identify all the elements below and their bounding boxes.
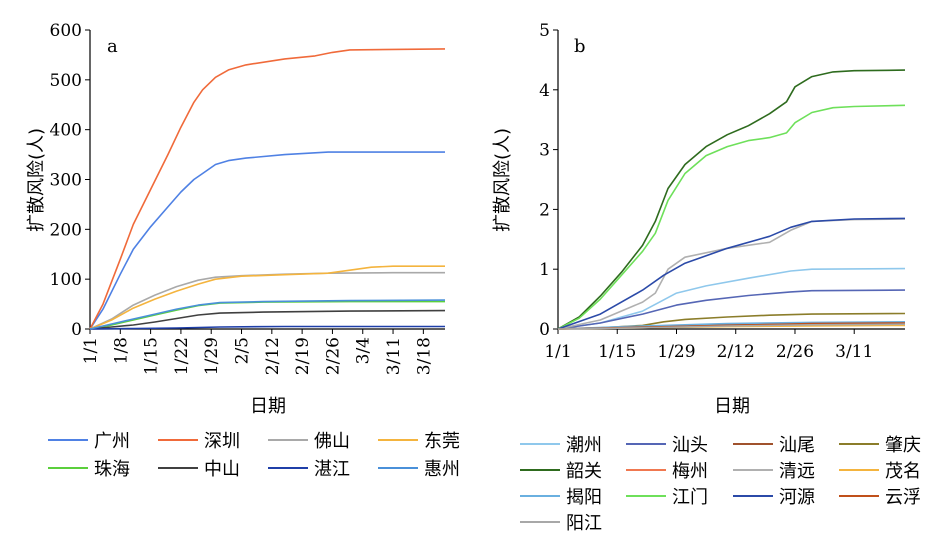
x-tick-label: 3/4 <box>354 337 374 364</box>
y-tick-label: 2 <box>539 200 550 220</box>
x-tick-label: 1/22 <box>172 337 192 375</box>
series-line-清远 <box>557 218 906 330</box>
y-tick-label: 600 <box>50 21 82 41</box>
series-line-中山 <box>89 309 446 330</box>
series-line-江门 <box>557 104 906 330</box>
legend-label: 清远 <box>779 461 815 482</box>
y-tick-label: 100 <box>50 270 82 290</box>
x-tick-label: 3/11 <box>835 342 873 362</box>
legend-label: 深圳 <box>204 431 240 452</box>
panel-a-chart: 0 100 200 300 400 500 600 1/1 1/8 1/15 1/22 1/29 2/5… <box>26 21 460 480</box>
x-tick-label: 1/29 <box>657 342 695 362</box>
series-line-韶关 <box>557 69 906 330</box>
x-tick-label: 2/26 <box>323 337 343 375</box>
series-line-湛江 <box>89 325 445 330</box>
legend-label: 汕头 <box>672 435 708 456</box>
panel-label: b <box>574 36 586 57</box>
x-tick-label: 2/19 <box>293 337 313 375</box>
x-tick-label: 2/12 <box>717 342 755 362</box>
legend-label: 阳江 <box>566 513 602 534</box>
y-tick-label: 1 <box>539 260 550 280</box>
y-axis-label: 扩散风险(人) <box>492 128 513 232</box>
legend-label: 广州 <box>94 431 130 452</box>
series-line-阳江 <box>557 323 906 330</box>
legend-label: 汕尾 <box>779 435 815 456</box>
series-line-汕头 <box>557 289 906 330</box>
y-tick-label: 5 <box>539 21 550 41</box>
legend-label: 珠海 <box>94 459 130 480</box>
y-tick-label: 0 <box>71 320 82 340</box>
x-tick-label: 1/1 <box>81 337 101 364</box>
y-tick-label: 3 <box>539 141 550 161</box>
y-axis-label: 扩散风险(人) <box>26 128 47 232</box>
series-line-东莞 <box>89 265 445 330</box>
x-axis-label: 日期 <box>714 396 750 417</box>
y-tick-label: 4 <box>539 81 550 101</box>
x-tick-label: 2/5 <box>233 337 253 364</box>
y-tick-label: 200 <box>50 220 82 240</box>
series-line-河源 <box>557 217 906 330</box>
legend-label: 茂名 <box>885 461 921 482</box>
legend-label: 肇庆 <box>885 435 921 456</box>
legend-label: 河源 <box>779 487 815 508</box>
x-tick-label: 1/29 <box>202 337 222 375</box>
legend-label: 佛山 <box>314 431 350 452</box>
x-tick-label: 1/1 <box>544 342 571 362</box>
x-tick-label: 2/26 <box>776 342 814 362</box>
series-line-广州 <box>89 151 445 330</box>
series-line-潮州 <box>557 267 906 330</box>
legend-label: 湛江 <box>314 459 350 480</box>
y-tick-label: 0 <box>539 320 550 340</box>
legend-label: 东莞 <box>424 431 460 452</box>
legend-label: 惠州 <box>424 459 460 480</box>
panel-b-chart: 0 1 2 3 4 5 1/1 1/15 1/29 2/12 2/26 3/11 b 扩散风险(人) 日期潮… <box>492 21 921 534</box>
legend-label: 江门 <box>672 487 708 508</box>
x-tick-label: 1/15 <box>598 342 636 362</box>
legend-label: 云浮 <box>885 487 921 508</box>
series-line-佛山 <box>89 271 445 330</box>
x-tick-label: 3/18 <box>414 337 434 375</box>
series-line-珠海 <box>89 300 445 330</box>
series-line-深圳 <box>89 48 446 330</box>
series-line-惠州 <box>89 299 446 330</box>
x-tick-label: 1/8 <box>111 337 131 364</box>
legend-label: 中山 <box>204 459 240 480</box>
y-tick-label: 300 <box>50 171 82 191</box>
x-tick-label: 2/12 <box>263 337 283 375</box>
legend-label: 潮州 <box>566 435 602 456</box>
legend-label: 韶关 <box>566 461 602 482</box>
legend-label: 梅州 <box>672 461 708 482</box>
x-axis-label: 日期 <box>250 396 286 417</box>
legend-label: 揭阳 <box>566 487 602 508</box>
y-tick-label: 400 <box>50 121 82 141</box>
x-tick-label: 3/11 <box>384 337 404 375</box>
y-tick-label: 500 <box>50 71 82 91</box>
x-tick-label: 1/15 <box>142 337 162 375</box>
panel-label: a <box>107 36 118 57</box>
